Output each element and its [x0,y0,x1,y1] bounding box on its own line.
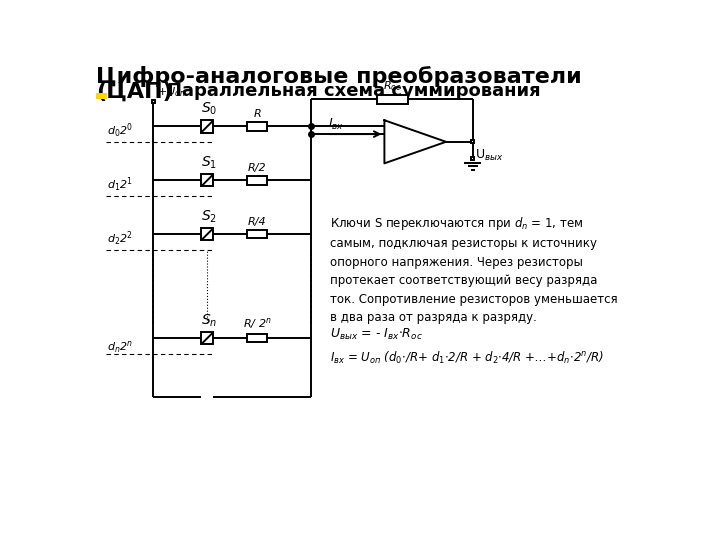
Text: $I_{вх}$: $I_{вх}$ [328,117,344,132]
Bar [248,176,267,185]
Text: +U$_{оп}$: +U$_{оп}$ [157,85,186,99]
Bar [472,140,474,143]
Text: S$_1$: S$_1$ [201,154,217,171]
Bar [248,122,267,131]
Bar [96,92,107,99]
Bar [248,230,267,239]
Bar [201,120,213,132]
Bar [248,334,267,342]
Text: Ключи S переключаются при $d_n$ = 1, тем
самым, подключая резисторы к источнику
: Ключи S переключаются при $d_n$ = 1, тем… [330,215,618,325]
Text: $U_{вых}$ = - $I_{вх}$$\cdot$$R_{ос}$: $U_{вых}$ = - $I_{вх}$$\cdot$$R_{ос}$ [330,327,423,342]
Text: Параллельная схема суммирования: Параллельная схема суммирования [167,82,541,100]
Text: S$_0$: S$_0$ [201,101,217,117]
Text: (ЦАП): (ЦАП) [96,82,174,102]
Bar [152,100,155,103]
Text: S$_n$: S$_n$ [201,313,217,329]
Text: Цифро-аналоговые преобразователи: Цифро-аналоговые преобразователи [96,66,582,87]
Text: R: R [253,110,261,119]
Text: S$_2$: S$_2$ [201,208,217,225]
Text: R/4: R/4 [248,217,266,227]
Text: U$_{вых}$: U$_{вых}$ [475,148,504,163]
Bar [201,174,213,186]
Text: R/ 2$^n$: R/ 2$^n$ [243,316,271,331]
Bar [472,157,474,160]
Text: $d_n$2$^n$: $d_n$2$^n$ [107,339,133,355]
Text: $d_1$2$^1$: $d_1$2$^1$ [107,176,133,194]
Bar [377,95,408,104]
Bar [201,228,213,240]
Text: $I_{вх}$ = $U_{оп}$ ($d_0$$\cdot$/R+ $d_1$$\cdot$2/R + $d_2$$\cdot$4/R +…+$d_n$$: $I_{вх}$ = $U_{оп}$ ($d_0$$\cdot$/R+ $d_… [330,350,604,366]
Text: $R_{ос}$: $R_{ос}$ [383,79,402,93]
Text: R/2: R/2 [248,164,266,173]
Text: $d_0$2$^0$: $d_0$2$^0$ [107,122,133,140]
Bar [201,332,213,345]
Text: $d_2$2$^2$: $d_2$2$^2$ [107,230,133,248]
